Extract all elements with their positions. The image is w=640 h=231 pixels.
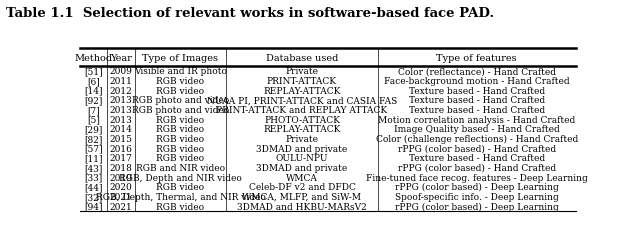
Text: [7]: [7]	[87, 106, 100, 115]
Text: Visible and IR photo: Visible and IR photo	[134, 67, 227, 76]
Text: rPPG (color based) - Deep Learning: rPPG (color based) - Deep Learning	[395, 182, 559, 191]
Text: 2017: 2017	[109, 154, 132, 163]
Text: REPLAY-ATTACK: REPLAY-ATTACK	[263, 125, 340, 134]
Text: RGB video: RGB video	[156, 154, 205, 163]
Text: RGB video: RGB video	[156, 202, 205, 211]
Text: [11]: [11]	[84, 154, 103, 163]
Text: [92]: [92]	[84, 96, 103, 105]
Text: [29]: [29]	[84, 125, 103, 134]
Text: RGB video: RGB video	[156, 182, 205, 191]
Text: 2013: 2013	[109, 96, 132, 105]
Text: Image Quality based - Hand Crafted: Image Quality based - Hand Crafted	[394, 125, 559, 134]
Text: NUAA PI, PRINT-ATTACK and CASIA FAS: NUAA PI, PRINT-ATTACK and CASIA FAS	[207, 96, 397, 105]
Text: [57]: [57]	[84, 144, 103, 153]
Text: 2011: 2011	[109, 77, 132, 86]
Text: Color (reflectance) - Hand Crafted: Color (reflectance) - Hand Crafted	[398, 67, 556, 76]
Text: PRINT-ATTACK: PRINT-ATTACK	[267, 77, 337, 86]
Text: RGB photo and video: RGB photo and video	[132, 96, 229, 105]
Text: Type of Images: Type of Images	[143, 54, 218, 62]
Text: PHOTO-ATTACK: PHOTO-ATTACK	[264, 115, 340, 124]
Text: 2013: 2013	[109, 115, 132, 124]
Text: rPPG (color based) - Hand Crafted: rPPG (color based) - Hand Crafted	[397, 163, 556, 172]
Text: 2021: 2021	[109, 192, 132, 201]
Text: Method: Method	[75, 54, 113, 62]
Text: Texture based - Hand Crafted: Texture based - Hand Crafted	[409, 86, 545, 95]
Text: 2012: 2012	[109, 86, 132, 95]
Text: OULU-NPU: OULU-NPU	[276, 154, 328, 163]
Text: [44]: [44]	[84, 182, 103, 191]
Text: 2009: 2009	[109, 67, 132, 76]
Text: [32]: [32]	[84, 192, 103, 201]
Text: Database used: Database used	[266, 54, 338, 62]
Text: REPLAY-ATTACK: REPLAY-ATTACK	[263, 86, 340, 95]
Text: [5]: [5]	[87, 115, 100, 124]
Text: 2014: 2014	[109, 125, 132, 134]
Text: Motion correlation analysis - Hand Crafted: Motion correlation analysis - Hand Craft…	[378, 115, 575, 124]
Text: 2015: 2015	[109, 134, 132, 143]
Text: [43]: [43]	[84, 163, 103, 172]
Text: RGB video: RGB video	[156, 134, 205, 143]
Text: RGB video: RGB video	[156, 125, 205, 134]
Text: Year: Year	[110, 54, 132, 62]
Text: RGB, Depth, Thermal, and NIR video: RGB, Depth, Thermal, and NIR video	[95, 192, 266, 201]
Text: Spoof-specific info. - Deep Learning: Spoof-specific info. - Deep Learning	[395, 192, 559, 201]
Text: 2018: 2018	[109, 163, 132, 172]
Text: [94]: [94]	[84, 202, 103, 211]
Text: Face-background motion - Hand Crafted: Face-background motion - Hand Crafted	[384, 77, 570, 86]
Text: 2020: 2020	[109, 182, 132, 191]
Text: Table 1.1  Selection of relevant works in software-based face PAD.: Table 1.1 Selection of relevant works in…	[6, 7, 495, 20]
Text: RGB video: RGB video	[156, 115, 205, 124]
Text: rPPG (color based) - Deep Learning: rPPG (color based) - Deep Learning	[395, 202, 559, 211]
Text: PRINT-ATTACK and REPLAY ATTACK: PRINT-ATTACK and REPLAY ATTACK	[216, 106, 388, 115]
Text: RGB video: RGB video	[156, 86, 205, 95]
Text: 2013: 2013	[109, 106, 132, 115]
Text: WMCA, MLFP, and SiW-M: WMCA, MLFP, and SiW-M	[243, 192, 362, 201]
Text: Fine-tuned face recog. features - Deep Learning: Fine-tuned face recog. features - Deep L…	[366, 173, 588, 182]
Text: 2019: 2019	[109, 173, 132, 182]
Text: Private: Private	[285, 134, 319, 143]
Text: RGB video: RGB video	[156, 77, 205, 86]
Text: Type of features: Type of features	[436, 54, 517, 62]
Text: [82]: [82]	[84, 134, 103, 143]
Text: WMCA: WMCA	[286, 173, 318, 182]
Text: rPPG (color based) - Hand Crafted: rPPG (color based) - Hand Crafted	[397, 144, 556, 153]
Text: 2016: 2016	[109, 144, 132, 153]
Text: Color (challenge reflections) - Hand Crafted: Color (challenge reflections) - Hand Cra…	[376, 134, 578, 143]
Text: Texture based - Hand Crafted: Texture based - Hand Crafted	[409, 106, 545, 115]
Text: RGB photo and video: RGB photo and video	[132, 106, 229, 115]
Text: [51]: [51]	[84, 67, 103, 76]
Text: Celeb-DF v2 and DFDC: Celeb-DF v2 and DFDC	[248, 182, 355, 191]
Text: Texture based - Hand Crafted: Texture based - Hand Crafted	[409, 154, 545, 163]
Text: RGB and NIR video: RGB and NIR video	[136, 163, 225, 172]
Text: Private: Private	[285, 67, 319, 76]
Text: 3DMAD and private: 3DMAD and private	[257, 144, 348, 153]
Text: 3DMAD and private: 3DMAD and private	[257, 163, 348, 172]
Text: Texture based - Hand Crafted: Texture based - Hand Crafted	[409, 96, 545, 105]
Text: [14]: [14]	[84, 86, 103, 95]
Text: [6]: [6]	[87, 77, 100, 86]
Text: [33]: [33]	[84, 173, 103, 182]
Text: 3DMAD and HKBU-MARsV2: 3DMAD and HKBU-MARsV2	[237, 202, 367, 211]
Text: RGB, Depth and NIR video: RGB, Depth and NIR video	[119, 173, 242, 182]
Text: RGB video: RGB video	[156, 144, 205, 153]
Text: 2021: 2021	[109, 202, 132, 211]
